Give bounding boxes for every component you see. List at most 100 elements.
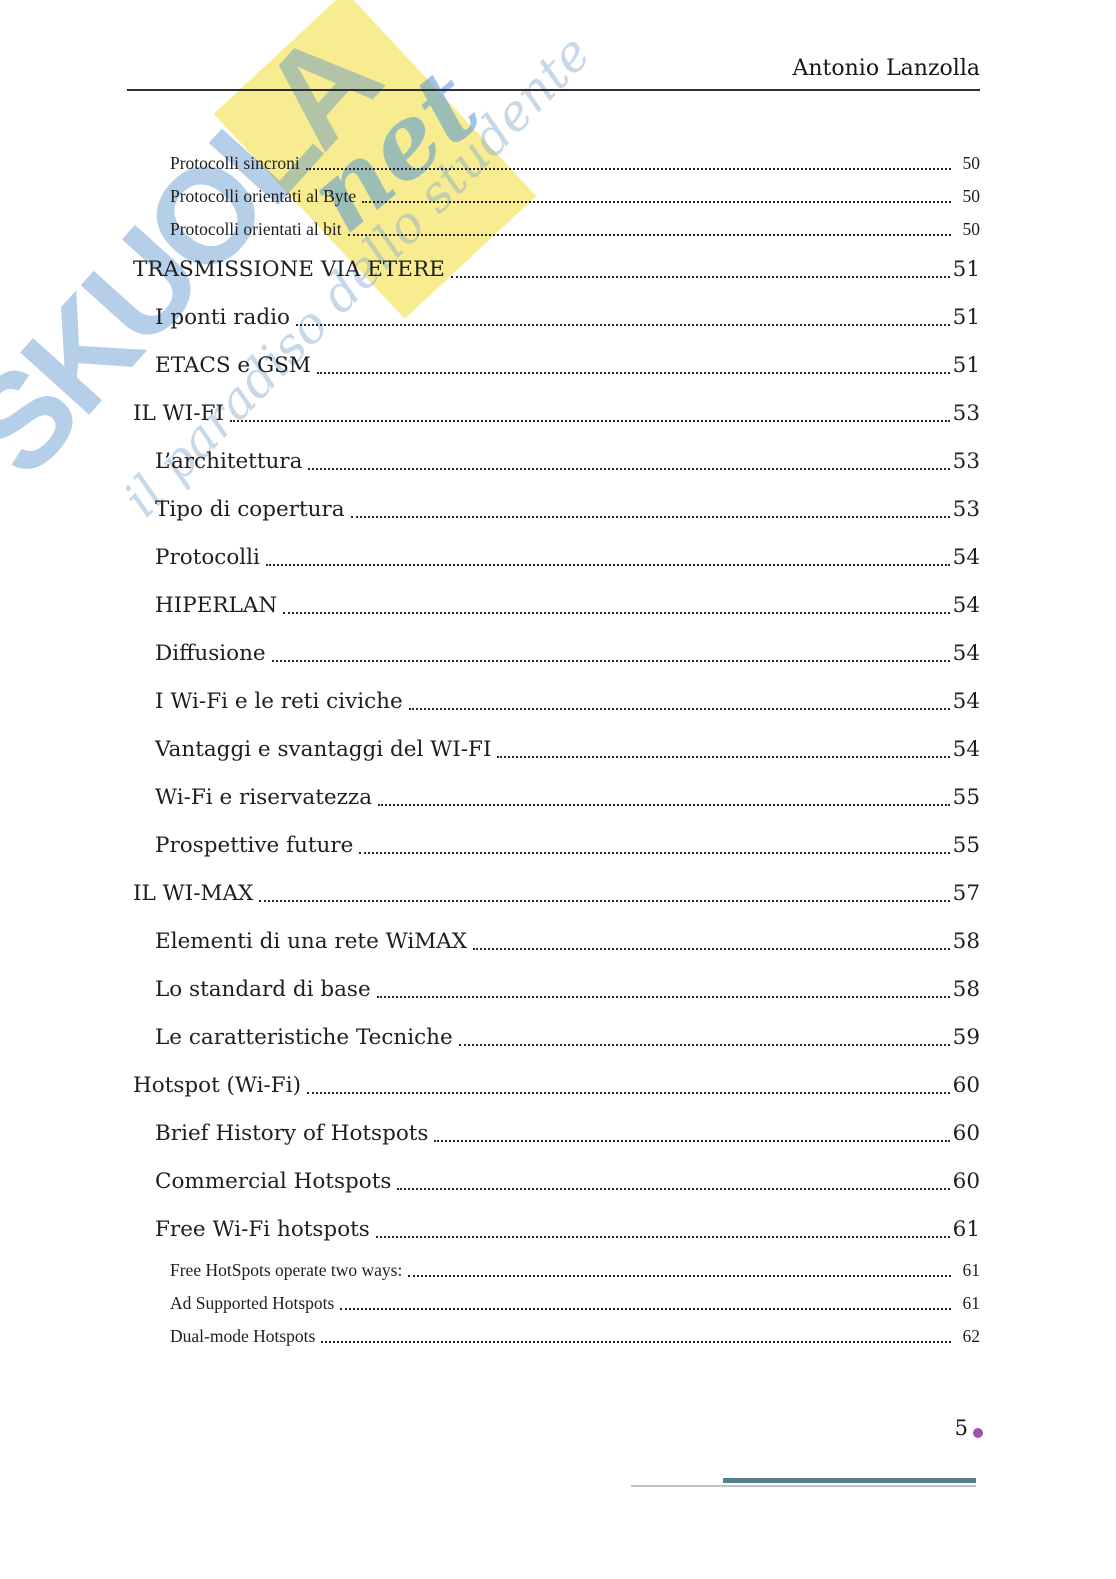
toc-entry[interactable]: Dual-mode Hotspots 62 [133,1320,980,1353]
toc-entry-page: 58 [952,929,980,954]
toc-entry-page: 60 [952,1121,980,1146]
dot-leader [295,324,950,326]
toc-entry[interactable]: I Wi-Fi e le reti civiche 54 [133,678,980,726]
header-author: Antonio Lanzolla [792,56,980,81]
dot-leader [408,708,950,710]
toc-entry-label: Elementi di una rete WiMAX [155,929,468,954]
toc-entry[interactable]: L’architettura 53 [133,438,980,486]
toc-entry-page: 61 [962,1293,981,1313]
toc-entry-label: Ad Supported Hotspots [170,1293,335,1313]
toc-entry-label: TRASMISSIONE VIA ETERE [133,257,445,282]
dot-leader [408,1275,951,1277]
toc-entry-label: HIPERLAN [155,593,278,618]
toc-entry-label: Le caratteristiche Tecniche [155,1025,453,1050]
toc-entry[interactable]: Protocolli 54 [133,534,980,582]
toc-entry-label: Free HotSpots operate two ways: [170,1260,403,1280]
toc-entry-label: Protocolli orientati al Byte [170,186,357,206]
toc-entry-page: 60 [952,1073,980,1098]
dot-leader [473,948,950,950]
toc-entry[interactable]: Lo standard di base 58 [133,966,980,1014]
toc-entry[interactable]: Le caratteristiche Tecniche 59 [133,1014,980,1062]
dot-leader [497,756,950,758]
toc-entry-label: Diffusione [155,641,266,666]
toc-entry[interactable]: Prospettive future 55 [133,822,980,870]
dot-leader [306,1092,950,1094]
dot-leader [378,804,950,806]
toc-entry-label: Protocolli [155,545,260,570]
toc-entry-label: I Wi-Fi e le reti civiche [155,689,403,714]
toc-entry[interactable]: TRASMISSIONE VIA ETERE 51 [133,246,980,294]
dot-leader [283,612,950,614]
toc-entry-page: 54 [952,689,980,714]
toc-entry-label: L’architettura [155,449,303,474]
toc-entry-page: 50 [962,186,981,206]
toc-entry-page: 53 [952,497,980,522]
dot-leader [271,660,950,662]
toc-entry[interactable]: Diffusione 54 [133,630,980,678]
toc-entry-page: 54 [952,593,980,618]
toc-entry-label: IL WI-MAX [133,881,254,906]
dot-leader [347,234,951,236]
toc-entry[interactable]: Elementi di una rete WiMAX 58 [133,918,980,966]
toc-entry-label: ETACS e GSM [155,353,311,378]
dot-leader [229,420,950,422]
dot-leader [340,1308,951,1310]
toc-entry-page: 51 [952,305,980,330]
toc-entry-page: 54 [952,641,980,666]
dot-leader [397,1188,950,1190]
dot-leader [458,1044,950,1046]
toc-entry-page: 54 [952,545,980,570]
header-rule [127,89,980,91]
dot-leader [259,900,950,902]
dot-leader [265,564,950,566]
dot-leader [321,1341,951,1343]
toc-entry-page: 51 [952,257,980,282]
toc-entry-label: Brief History of Hotspots [155,1121,429,1146]
dot-leader [350,516,950,518]
toc-entry-page: 55 [952,833,980,858]
toc-entry[interactable]: IL WI-MAX 57 [133,870,980,918]
toc-entry-page: 53 [952,449,980,474]
toc-entry[interactable]: IL WI-FI 53 [133,390,980,438]
toc-entry[interactable]: Brief History of Hotspots 60 [133,1110,980,1158]
toc-entry-label: Tipo di copertura [155,497,345,522]
dot-leader [308,468,950,470]
toc-entry[interactable]: Commercial Hotspots 60 [133,1158,980,1206]
toc-entry[interactable]: I ponti radio 51 [133,294,980,342]
toc-entry[interactable]: Free Wi-Fi hotspots 61 [133,1206,980,1254]
dot-leader [434,1140,950,1142]
toc-entry[interactable]: Protocolli orientati al bit 50 [133,213,980,246]
toc-entry[interactable]: Vantaggi e svantaggi del WI-FI 54 [133,726,980,774]
toc-entry[interactable]: Wi-Fi e riservatezza 55 [133,774,980,822]
toc-entry-page: 58 [952,977,980,1002]
toc-entry[interactable]: ETACS e GSM 51 [133,342,980,390]
footer-rule-gray [631,1485,976,1487]
toc-entry-page: 50 [962,219,981,239]
toc-entry-label: Dual-mode Hotspots [170,1326,316,1346]
dot-leader [375,1236,950,1238]
dot-leader [450,276,950,278]
toc-entry[interactable]: Tipo di copertura 53 [133,486,980,534]
toc-entry-page: 55 [952,785,980,810]
toc-entry-page: 59 [952,1025,980,1050]
toc-entry-label: I ponti radio [155,305,290,330]
toc-entry-page: 61 [962,1260,981,1280]
dot-leader [359,852,950,854]
toc-entry[interactable]: HIPERLAN 54 [133,582,980,630]
toc-entry[interactable]: Protocolli orientati al Byte 50 [133,180,980,213]
dot-leader [305,168,951,170]
toc-entry-label: Vantaggi e svantaggi del WI-FI [155,737,492,762]
toc-entry-page: 57 [952,881,980,906]
toc-entry[interactable]: Protocolli sincroni 50 [133,147,980,180]
toc-entry[interactable]: Ad Supported Hotspots 61 [133,1287,980,1320]
toc-entry-page: 62 [962,1326,981,1346]
toc-entry[interactable]: Hotspot (Wi-Fi) 60 [133,1062,980,1110]
toc-entry[interactable]: Free HotSpots operate two ways: 61 [133,1254,980,1287]
toc-entry-label: Lo standard di base [155,977,371,1002]
dot-leader [362,201,951,203]
toc-list: Protocolli sincroni 50 Protocolli orient… [133,147,980,1353]
toc-entry-page: 53 [952,401,980,426]
toc-entry-page: 50 [962,153,981,173]
toc-entry-label: IL WI-FI [133,401,224,426]
dot-leader [316,372,950,374]
